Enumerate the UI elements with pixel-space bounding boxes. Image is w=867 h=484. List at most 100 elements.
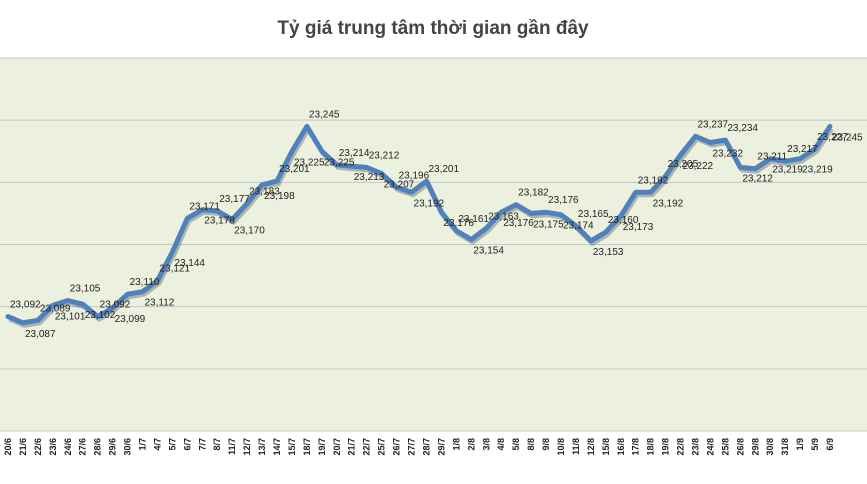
x-tick-label: 5/8	[511, 438, 521, 451]
data-label: 23,213	[354, 172, 385, 183]
x-tick-label: 17/8	[631, 438, 641, 456]
data-label: 23,182	[518, 188, 549, 199]
data-label: 23,171	[189, 201, 220, 212]
data-label: 23,105	[70, 283, 101, 294]
x-tick-label: 27/6	[78, 438, 88, 456]
data-label: 23,207	[384, 180, 415, 191]
x-tick-label: 11/7	[227, 438, 237, 455]
data-label: 23,089	[40, 303, 71, 314]
x-tick-label: 6/7	[182, 438, 192, 451]
data-label: 23,112	[145, 298, 175, 309]
data-label: 23,234	[727, 123, 758, 134]
data-label: 23,201	[279, 164, 310, 175]
data-label: 23,212	[742, 173, 773, 184]
data-label: 23,153	[593, 247, 624, 258]
x-tick-label: 25/7	[377, 438, 387, 456]
x-tick-label: 28/6	[93, 438, 103, 456]
x-tick-label: 11/8	[571, 438, 581, 455]
data-label: 23,101	[55, 311, 86, 322]
data-label: 23,175	[533, 219, 564, 230]
data-label: 23,232	[712, 149, 743, 160]
data-label: 23,219	[772, 165, 803, 176]
data-label: 23,176	[548, 195, 579, 206]
x-tick-label: 7/7	[197, 438, 207, 451]
data-label: 23,225	[324, 157, 355, 168]
data-label: 23,212	[369, 150, 400, 161]
data-label: 23,110	[130, 277, 160, 288]
x-tick-label: 15/7	[287, 438, 297, 456]
data-label: 23,178	[204, 216, 235, 227]
data-label: 23,154	[473, 246, 504, 257]
x-tick-label: 6/9	[825, 438, 835, 451]
data-label: 23,177	[219, 194, 250, 205]
data-label: 23,183	[249, 186, 280, 197]
x-tick-label: 24/6	[63, 438, 73, 456]
data-label: 23,173	[623, 222, 654, 233]
line-shadow	[8, 126, 834, 328]
x-tick-label: 22/7	[362, 438, 372, 456]
x-tick-label: 29/8	[750, 438, 760, 456]
data-label: 23,217	[787, 144, 818, 155]
x-tick-label: 22/8	[676, 438, 686, 456]
x-tick-label: 19/8	[661, 438, 671, 456]
data-label: 23,192	[638, 175, 669, 186]
data-label: 23,176	[443, 218, 474, 229]
data-label: 23,201	[428, 164, 459, 175]
data-label: 23,227	[817, 132, 848, 143]
x-tick-label: 12/8	[586, 438, 596, 456]
x-tick-label: 23/6	[48, 438, 58, 456]
data-label: 23,205	[668, 159, 699, 170]
data-label: 23,144	[174, 258, 205, 269]
data-label: 23,163	[488, 211, 519, 222]
data-label: 23,245	[309, 109, 340, 120]
x-tick-label: 30/6	[123, 438, 133, 456]
data-label: 23,161	[458, 214, 489, 225]
x-tick-label: 14/7	[272, 438, 282, 456]
x-tick-label: 9/8	[541, 438, 551, 451]
x-tick-label: 8/7	[212, 438, 222, 451]
x-tick-label: 2/8	[466, 438, 476, 451]
data-label: 23,192	[653, 198, 684, 209]
x-tick-label: 26/7	[392, 438, 402, 456]
x-tick-label: 27/7	[407, 438, 417, 456]
data-label: 23,196	[399, 170, 430, 181]
x-tick-label: 1/8	[451, 438, 461, 451]
data-label: 23,198	[264, 191, 295, 202]
x-tick-label: 18/8	[646, 438, 656, 456]
data-label: 23,214	[339, 148, 370, 159]
line	[5, 123, 833, 326]
x-tick-label: 21/7	[347, 438, 357, 456]
data-label: 23,087	[25, 329, 56, 340]
x-tick-label: 4/7	[152, 438, 162, 451]
x-tick-label: 12/7	[242, 438, 252, 456]
x-tick-label: 1/7	[138, 438, 148, 451]
x-tick-label: 16/8	[616, 438, 626, 456]
data-label: 23,121	[159, 264, 190, 275]
x-tick-label: 24/8	[705, 438, 715, 456]
x-tick-label: 5/9	[810, 438, 820, 451]
x-tick-label: 23/8	[690, 438, 700, 456]
data-label: 23,211	[757, 152, 787, 163]
data-label: 23,099	[115, 314, 146, 325]
data-label: 23,174	[563, 221, 594, 232]
data-label: 23,092	[10, 300, 41, 311]
x-tick-label: 22/6	[33, 438, 43, 456]
x-tick-label: 31/8	[780, 438, 790, 456]
x-tick-label: 8/8	[526, 438, 536, 451]
data-label: 23,225	[294, 157, 325, 168]
x-tick-label: 20/7	[332, 438, 342, 456]
x-tick-label: 15/8	[601, 438, 611, 456]
x-tick-label: 10/8	[556, 438, 566, 456]
x-tick-label: 4/8	[496, 438, 506, 451]
data-label: 23,222	[683, 161, 714, 172]
x-tick-label: 5/7	[167, 438, 177, 451]
data-label: 23,245	[832, 132, 863, 143]
x-tick-label: 3/8	[481, 438, 491, 451]
data-label: 23,102	[85, 310, 116, 321]
data-label: 23,165	[578, 209, 609, 220]
x-tick-label: 29/6	[108, 438, 118, 456]
x-tick-label: 13/7	[257, 438, 267, 456]
x-tick-label: 19/7	[317, 438, 327, 456]
x-tick-label: 30/8	[765, 438, 775, 456]
x-tick-label: 28/7	[421, 438, 431, 456]
